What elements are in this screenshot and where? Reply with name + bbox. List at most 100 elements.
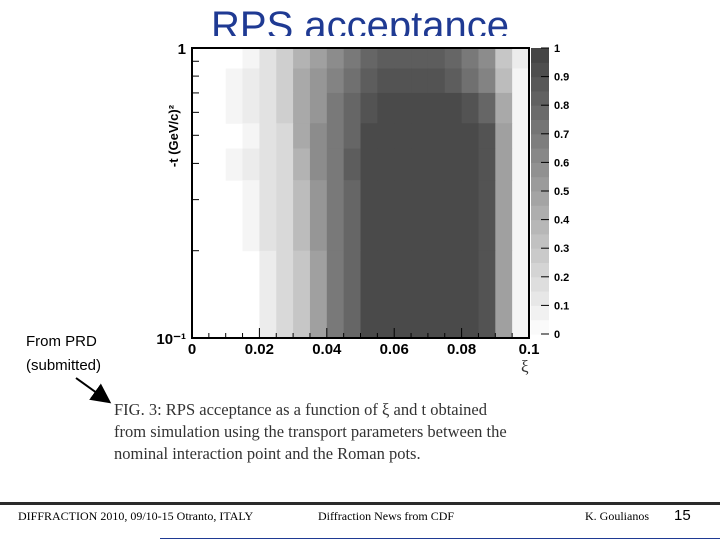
heatmap-cell	[427, 48, 446, 69]
heatmap-cell	[377, 250, 395, 339]
heatmap-cell	[293, 48, 311, 69]
heatmap-cell	[360, 68, 378, 94]
colorbar-step	[531, 319, 549, 335]
heatmap-cell	[259, 180, 277, 252]
heatmap-cell	[478, 68, 496, 94]
colorbar-step	[531, 305, 549, 321]
heatmap-cell	[512, 68, 530, 94]
heatmap-cell	[309, 92, 328, 124]
colorbar-tick-label: 0.6	[554, 157, 569, 169]
heatmap-cell	[411, 48, 429, 69]
heatmap-cell	[411, 180, 429, 252]
heatmap-cell	[293, 180, 311, 252]
heatmap-cell	[512, 148, 530, 181]
heatmap-cell	[427, 148, 446, 181]
heatmap-cell	[326, 68, 345, 94]
heatmap-cell	[309, 180, 328, 252]
colorbar-step	[531, 119, 549, 135]
heatmap-cell	[427, 180, 446, 252]
heatmap-cell	[242, 148, 260, 181]
heatmap-cell	[478, 123, 496, 150]
source-note-line1: From PRD	[26, 333, 97, 350]
colorbar-step	[531, 233, 549, 249]
heatmap-cell	[276, 48, 294, 69]
slide-title: RPS acceptance	[211, 6, 509, 36]
colorbar-step	[531, 276, 549, 292]
heatmap-cell	[293, 92, 311, 124]
heatmap-cell	[427, 92, 446, 124]
heatmap-cell	[478, 250, 496, 339]
colorbar-tick-label: 0	[554, 329, 560, 341]
heatmap-cell	[276, 180, 294, 252]
heatmap-cell	[276, 148, 294, 181]
footer-conference: DIFFRACTION 2010, 09/10-15 Otranto, ITAL…	[18, 509, 254, 523]
heatmap-cell	[478, 148, 496, 181]
colorbar-step	[531, 133, 549, 149]
heatmap-cell	[411, 123, 429, 150]
heatmap-cell	[343, 180, 361, 252]
colorbar-tick-label: 0.8	[554, 100, 569, 112]
heatmap-cell	[444, 148, 463, 181]
colorbar-step	[531, 90, 549, 106]
heatmap-cell	[326, 123, 345, 150]
heatmap-cell	[343, 250, 361, 339]
heatmap-cell	[461, 48, 479, 69]
heatmap-cell	[326, 92, 345, 124]
heatmap-cell	[225, 92, 244, 124]
colorbar-step	[531, 219, 549, 235]
heatmap-cell	[343, 48, 361, 69]
colorbar-tick-label: 0.1	[554, 300, 569, 312]
caption-line: from simulation using the transport para…	[114, 422, 507, 441]
heatmap-cell	[394, 250, 412, 339]
source-note-line2: (submitted)	[26, 357, 102, 374]
colorbar-tick-label: 0.4	[554, 215, 570, 227]
colorbar-tick-label: 0.2	[554, 272, 569, 284]
heatmap-cell	[293, 148, 311, 181]
heatmap-cell	[276, 250, 294, 339]
heatmap-cell	[377, 68, 395, 94]
footer-divider	[0, 502, 720, 505]
heatmap-cell	[495, 123, 513, 150]
heatmap-cell	[495, 250, 513, 339]
heatmap-cell	[343, 148, 361, 181]
heatmap-cell	[309, 250, 328, 339]
heatmap-cell	[343, 123, 361, 150]
heatmap-cell	[326, 148, 345, 181]
colorbar-step	[531, 148, 549, 163]
acceptance-heatmap: 0 0.02 0.04 0.06 0.08 0.1 10⁻¹ 1 0 0.1 0.2 0.3 0.4…	[156, 41, 570, 376]
footer-talk-title: Diffraction News from CDF	[318, 509, 455, 523]
heatmap-cell	[360, 148, 378, 181]
heatmap-cell	[259, 92, 277, 124]
heatmap-cell	[225, 148, 244, 181]
heatmap-cell	[461, 92, 479, 124]
heatmap-cell	[394, 148, 412, 181]
heatmap-cell	[259, 123, 277, 150]
colorbar-tick-label: 0.9	[554, 72, 569, 84]
heatmap-cell	[326, 48, 345, 69]
heatmap-cell	[495, 148, 513, 181]
heatmap-cell	[394, 48, 412, 69]
heatmap-cell	[242, 123, 260, 150]
heatmap-cell	[259, 250, 277, 339]
heatmap-cell	[276, 123, 294, 150]
heatmap-cell	[461, 148, 479, 181]
colorbar-step	[531, 248, 549, 263]
heatmap-cell	[309, 68, 328, 94]
colorbar-step	[531, 291, 549, 306]
heatmap-cell	[293, 250, 311, 339]
colorbar-tick-label: 0.3	[554, 243, 569, 255]
colorbar-step	[531, 105, 549, 120]
heatmap-cell	[377, 92, 395, 124]
page-number: 15	[674, 507, 691, 524]
colorbar-tick-label: 1	[554, 43, 560, 55]
x-axis: 0 0.02 0.04 0.06 0.08 0.1	[188, 328, 539, 358]
heatmap-cell	[242, 68, 260, 94]
x-tick-label: 0.08	[447, 341, 476, 358]
heatmap-cell	[495, 48, 513, 69]
heatmap-cell	[360, 48, 378, 69]
heatmap-cell	[360, 92, 378, 124]
heatmap-cell	[512, 180, 530, 252]
x-tick-label: 0.04	[312, 341, 342, 358]
y-axis: 10⁻¹ 1	[156, 41, 204, 348]
heatmap-cell	[309, 123, 328, 150]
